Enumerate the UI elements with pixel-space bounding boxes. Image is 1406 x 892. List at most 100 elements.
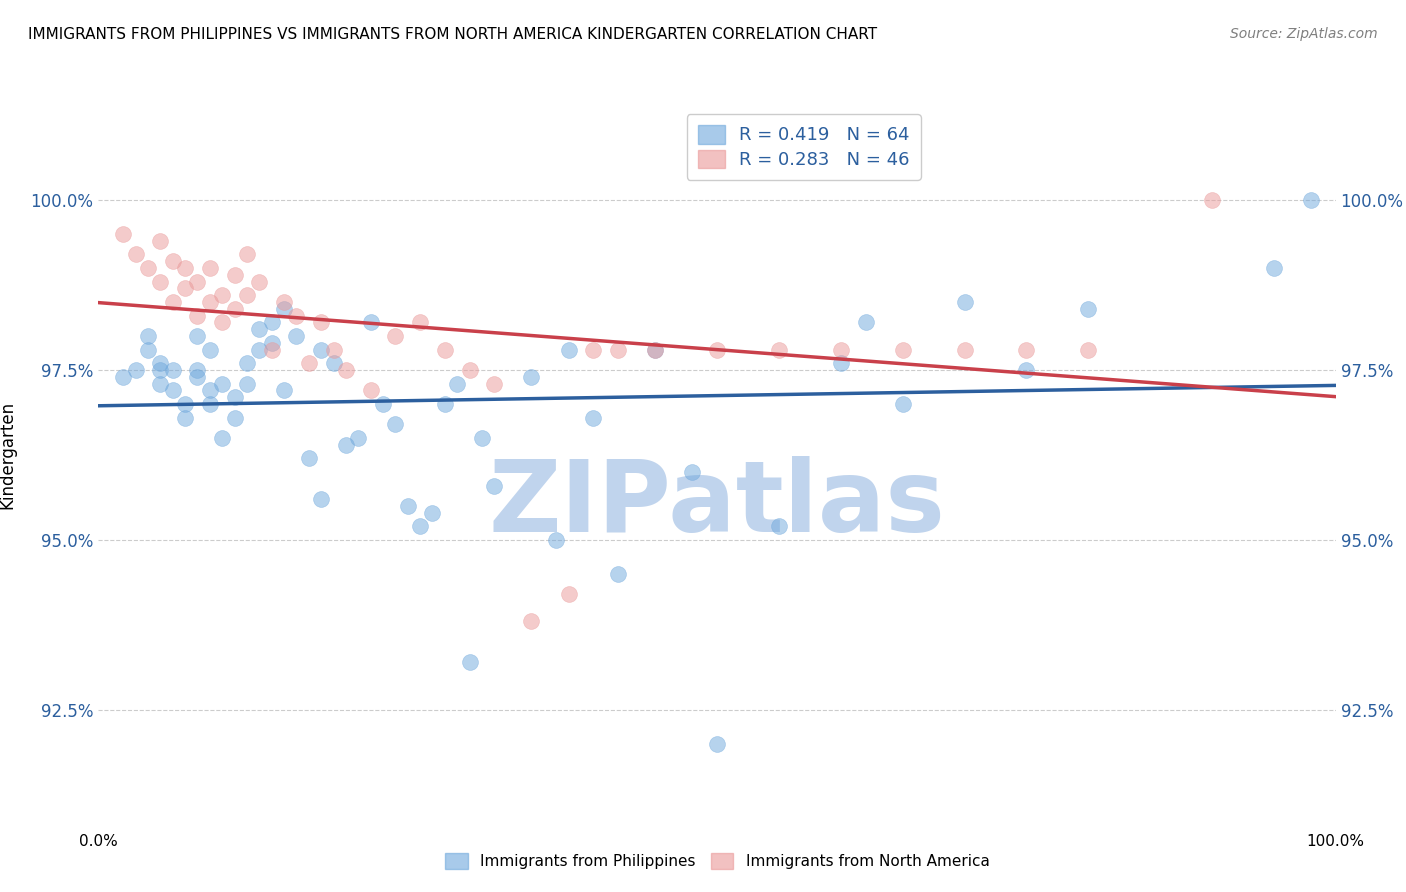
Point	[162, 295, 184, 310]
Point	[458, 655, 481, 669]
Point	[273, 295, 295, 310]
Point	[607, 566, 630, 581]
Point	[471, 431, 494, 445]
Point	[112, 227, 135, 241]
Point	[582, 410, 605, 425]
Point	[706, 343, 728, 357]
Point	[260, 343, 283, 357]
Point	[236, 288, 259, 302]
Point	[891, 397, 914, 411]
Point	[371, 397, 394, 411]
Point	[211, 376, 233, 391]
Point	[236, 376, 259, 391]
Point	[273, 384, 295, 398]
Point	[198, 397, 221, 411]
Point	[285, 329, 308, 343]
Point	[644, 343, 666, 357]
Point	[309, 315, 332, 329]
Point	[953, 343, 976, 357]
Point	[174, 281, 197, 295]
Point	[335, 438, 357, 452]
Point	[149, 376, 172, 391]
Point	[1201, 193, 1223, 207]
Point	[830, 343, 852, 357]
Point	[136, 260, 159, 275]
Point	[520, 369, 543, 384]
Point	[335, 363, 357, 377]
Point	[198, 343, 221, 357]
Point	[458, 363, 481, 377]
Point	[198, 384, 221, 398]
Text: ZIPatlas: ZIPatlas	[489, 457, 945, 553]
Point	[768, 519, 790, 533]
Point	[706, 737, 728, 751]
Point	[1015, 363, 1038, 377]
Point	[322, 343, 344, 357]
Point	[273, 301, 295, 316]
Point	[224, 268, 246, 282]
Point	[681, 465, 703, 479]
Point	[198, 295, 221, 310]
Point	[607, 343, 630, 357]
Point	[149, 275, 172, 289]
Point	[644, 343, 666, 357]
Point	[1077, 343, 1099, 357]
Text: 0.0%: 0.0%	[79, 834, 118, 849]
Text: 100.0%: 100.0%	[1306, 834, 1365, 849]
Point	[224, 301, 246, 316]
Point	[247, 343, 270, 357]
Point	[162, 384, 184, 398]
Point	[891, 343, 914, 357]
Point	[520, 615, 543, 629]
Point	[224, 410, 246, 425]
Point	[360, 384, 382, 398]
Point	[149, 234, 172, 248]
Point	[124, 363, 146, 377]
Point	[309, 492, 332, 507]
Point	[446, 376, 468, 391]
Point	[582, 343, 605, 357]
Point	[409, 315, 432, 329]
Point	[211, 315, 233, 329]
Point	[149, 363, 172, 377]
Point	[1299, 193, 1322, 207]
Point	[224, 390, 246, 404]
Point	[247, 322, 270, 336]
Point	[149, 356, 172, 370]
Point	[322, 356, 344, 370]
Point	[236, 247, 259, 261]
Point	[298, 451, 321, 466]
Point	[830, 356, 852, 370]
Legend: Immigrants from Philippines, Immigrants from North America: Immigrants from Philippines, Immigrants …	[439, 847, 995, 875]
Point	[309, 343, 332, 357]
Point	[162, 254, 184, 268]
Point	[433, 397, 456, 411]
Point	[484, 376, 506, 391]
Text: Source: ZipAtlas.com: Source: ZipAtlas.com	[1230, 27, 1378, 41]
Point	[953, 295, 976, 310]
Point	[1263, 260, 1285, 275]
Point	[174, 410, 197, 425]
Point	[186, 363, 208, 377]
Point	[409, 519, 432, 533]
Point	[298, 356, 321, 370]
Point	[186, 369, 208, 384]
Point	[546, 533, 568, 547]
Point	[1015, 343, 1038, 357]
Point	[422, 506, 444, 520]
Point	[557, 587, 579, 601]
Point	[247, 275, 270, 289]
Point	[174, 397, 197, 411]
Point	[1077, 301, 1099, 316]
Point	[136, 343, 159, 357]
Point	[260, 335, 283, 350]
Point	[186, 275, 208, 289]
Point	[112, 369, 135, 384]
Point	[396, 499, 419, 513]
Point	[433, 343, 456, 357]
Y-axis label: Kindergarten: Kindergarten	[0, 401, 17, 509]
Point	[136, 329, 159, 343]
Point	[162, 363, 184, 377]
Point	[236, 356, 259, 370]
Point	[211, 431, 233, 445]
